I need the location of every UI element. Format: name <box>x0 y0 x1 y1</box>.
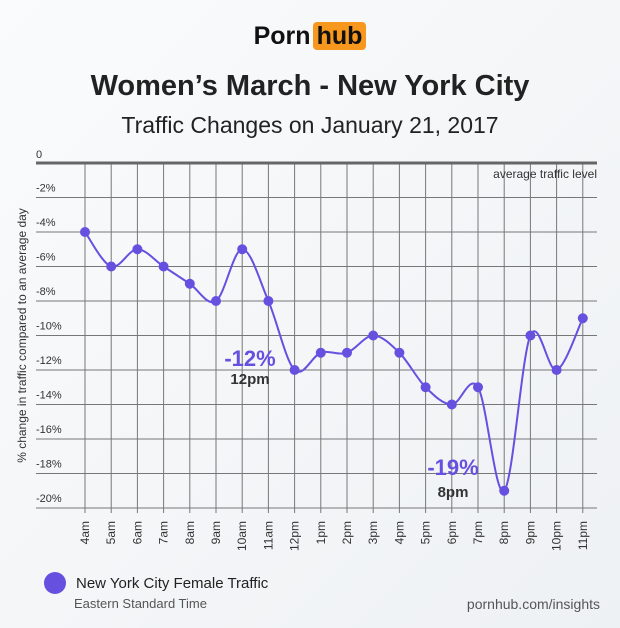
annotation-time: 12pm <box>230 371 269 388</box>
data-point <box>184 278 195 289</box>
y-tick-label: -2% <box>36 183 56 195</box>
data-point <box>289 365 300 375</box>
y-tick-label: -18% <box>36 459 62 471</box>
data-point <box>577 313 588 324</box>
logo-text: Porn <box>253 22 311 50</box>
x-tick-label: 6pm <box>445 521 459 544</box>
data-point <box>263 296 274 306</box>
x-tick-label: 1pm <box>314 521 328 544</box>
chart-title: Women’s March - New York City <box>90 70 530 102</box>
y-tick-label: -14% <box>36 390 62 402</box>
x-tick-label: 5pm <box>419 521 433 544</box>
x-tick-label: 11pm <box>576 521 590 550</box>
data-point <box>525 330 536 341</box>
data-point <box>499 485 510 496</box>
source-link[interactable]: pornhub.com/insights <box>466 596 600 612</box>
x-tick-label: 10am <box>235 521 249 551</box>
chart-subtitle: Traffic Changes on January 21, 2017 <box>121 112 499 138</box>
x-tick-label: 9am <box>209 521 223 544</box>
y-tick-label: 0 <box>36 149 42 161</box>
x-tick-label: 11am <box>261 521 275 550</box>
legend: New York City Female Traffic <box>44 572 268 594</box>
data-point <box>551 365 562 375</box>
data-point <box>237 244 248 255</box>
data-point <box>446 399 457 410</box>
series-line <box>84 231 584 492</box>
x-tick-label: 4am <box>78 521 92 544</box>
x-tick-label: 3pm <box>366 521 380 544</box>
reference-label: average traffic level <box>493 167 597 181</box>
data-point <box>420 382 431 393</box>
x-tick-label: 8am <box>183 521 197 544</box>
x-tick-label: 2pm <box>340 521 354 544</box>
data-point <box>342 347 352 358</box>
y-tick-label: -10% <box>36 321 62 333</box>
y-tick-label: -20% <box>36 493 62 505</box>
x-tick-label: 7am <box>157 521 171 544</box>
data-point <box>106 261 117 272</box>
x-tick-label: 10pm <box>550 521 564 551</box>
x-tick-label: 7pm <box>471 521 485 544</box>
y-tick-label: -8% <box>36 286 56 298</box>
annotation-value: -19% <box>427 455 478 480</box>
annotation-value: -12% <box>224 346 275 371</box>
x-tick-label: 9pm <box>523 521 537 544</box>
y-tick-label: -4% <box>36 217 56 229</box>
data-point <box>158 261 169 272</box>
x-tick-label: 8pm <box>497 521 511 544</box>
data-point <box>211 296 221 306</box>
data-point <box>132 244 143 255</box>
y-tick-label: -6% <box>36 252 56 264</box>
x-tick-label: 12pm <box>288 521 302 551</box>
legend-dot <box>44 572 66 594</box>
legend-label: New York City Female Traffic <box>76 574 269 592</box>
annotation-time: 8pm <box>438 484 469 501</box>
timezone-note: Eastern Standard Time <box>74 596 207 611</box>
logo-hub: hub <box>312 22 367 50</box>
data-point <box>368 330 379 341</box>
y-axis-label: % change in traffic compared to an avera… <box>15 208 29 463</box>
data-point <box>473 382 483 393</box>
data-point <box>315 347 326 358</box>
logo: Porn hub <box>0 22 620 51</box>
data-point <box>394 347 405 358</box>
x-tick-label: 4pm <box>392 521 406 544</box>
x-tick-label: 6am <box>130 521 144 544</box>
x-tick-label: 5am <box>104 521 118 544</box>
y-tick-label: -12% <box>36 355 62 367</box>
data-point <box>80 227 90 237</box>
y-tick-label: -16% <box>36 424 62 436</box>
